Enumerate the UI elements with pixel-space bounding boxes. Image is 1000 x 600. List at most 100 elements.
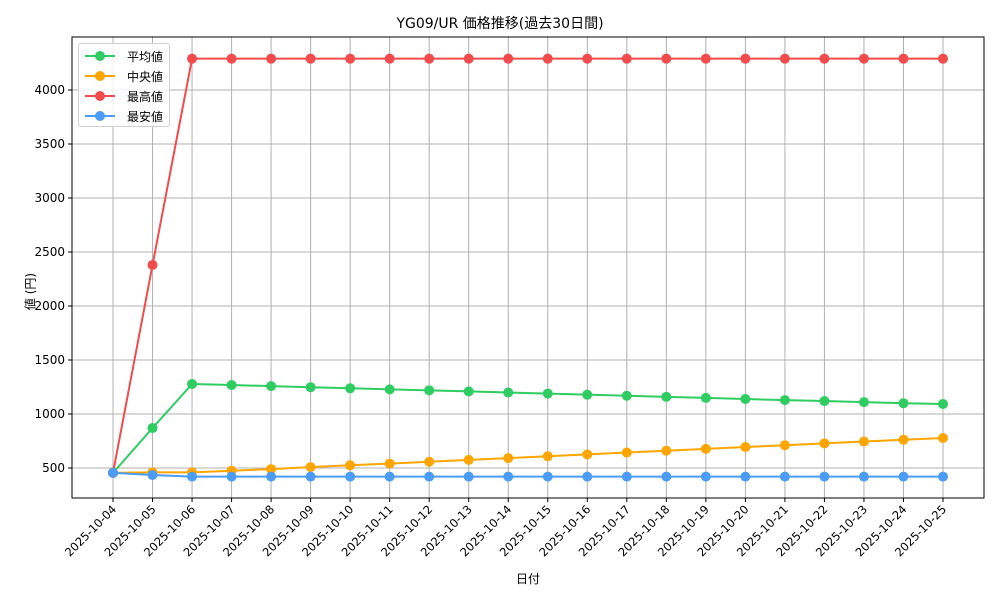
legend-item-min: 最安値 [85,106,163,126]
series-平均値 [108,378,948,478]
data-point [266,53,277,64]
data-point [384,458,395,469]
data-point [621,471,632,482]
data-point [305,471,316,482]
data-point [345,471,356,482]
y-tick-label: 2500 [34,245,65,259]
data-point [187,378,198,389]
data-point [858,436,869,447]
data-point [345,460,356,471]
data-point [582,53,593,64]
data-point [621,53,632,64]
data-point [740,53,751,64]
data-point [898,471,909,482]
data-point [740,393,751,404]
data-point [938,398,948,409]
data-point [582,449,593,460]
data-point [938,53,948,64]
legend-label: 最安値 [127,109,164,124]
legend-label: 中央値 [127,69,164,84]
legend-marker-icon [85,109,115,123]
series-最高値 [108,53,948,478]
data-point [226,380,237,391]
legend-item-max: 最高値 [85,86,163,106]
data-point [187,471,198,482]
data-point [700,443,711,454]
data-point [345,383,356,394]
data-point [503,471,514,482]
data-point [542,388,553,399]
y-tick-label: 4000 [34,83,65,97]
data-point [463,386,474,397]
data-point [582,389,593,400]
series-最安値 [108,467,948,482]
data-point [503,387,514,398]
legend-marker-icon [85,49,115,63]
data-point [819,471,830,482]
legend-item-average: 平均値 [85,46,163,66]
legend-label: 平均値 [127,49,164,64]
data-point [542,53,553,64]
data-point [108,467,118,478]
x-axis-ticks: 2025-10-042025-10-052025-10-062025-10-07… [62,498,949,559]
data-point [938,471,948,482]
data-point [266,464,277,475]
data-point [187,53,198,64]
data-point [384,384,395,395]
x-axis-label: 日付 [515,572,540,586]
data-point [542,451,553,462]
data-point [463,471,474,482]
data-point [621,447,632,458]
y-tick-label: 3500 [34,137,65,151]
data-point [819,396,830,407]
data-point [542,471,553,482]
data-point [779,471,790,482]
chart-legend: 平均値 中央値 最高値 最安値 [78,43,170,127]
data-point [661,53,672,64]
data-point [661,445,672,456]
data-point [779,53,790,64]
data-point [147,423,158,434]
plot-frame [71,36,985,499]
series-中央値 [108,432,948,478]
data-point [700,392,711,403]
data-point [819,53,830,64]
data-point [898,434,909,445]
y-tick-label: 3000 [34,191,65,205]
data-point [305,462,316,473]
data-point [384,53,395,64]
y-tick-label: 2000 [34,299,65,313]
data-point [266,381,277,392]
legend-label: 最高値 [127,89,164,104]
data-point [424,53,435,64]
y-tick-label: 1000 [34,407,65,421]
data-point [661,391,672,402]
data-point [305,53,316,64]
data-point [424,471,435,482]
data-point [147,470,158,481]
data-point [858,53,869,64]
data-point [582,471,593,482]
data-point [503,453,514,464]
data-point [345,53,356,64]
data-series [108,53,948,482]
data-point [740,471,751,482]
data-point [858,397,869,408]
data-point [621,390,632,401]
data-point [384,471,395,482]
data-point [700,471,711,482]
chart-title: YG09/UR 価格推移(過去30日間) [396,16,604,32]
data-point [266,471,277,482]
legend-item-median: 中央値 [85,66,163,86]
y-tick-label: 500 [42,461,65,475]
data-point [779,395,790,406]
legend-marker-icon [85,89,115,103]
y-axis-ticks: 500 1000 1500 2000 2500 3000 3500 4000 [34,83,72,475]
data-point [740,442,751,453]
data-point [463,53,474,64]
data-point [147,259,158,270]
data-point [819,438,830,449]
data-point [858,471,869,482]
data-point [226,471,237,482]
